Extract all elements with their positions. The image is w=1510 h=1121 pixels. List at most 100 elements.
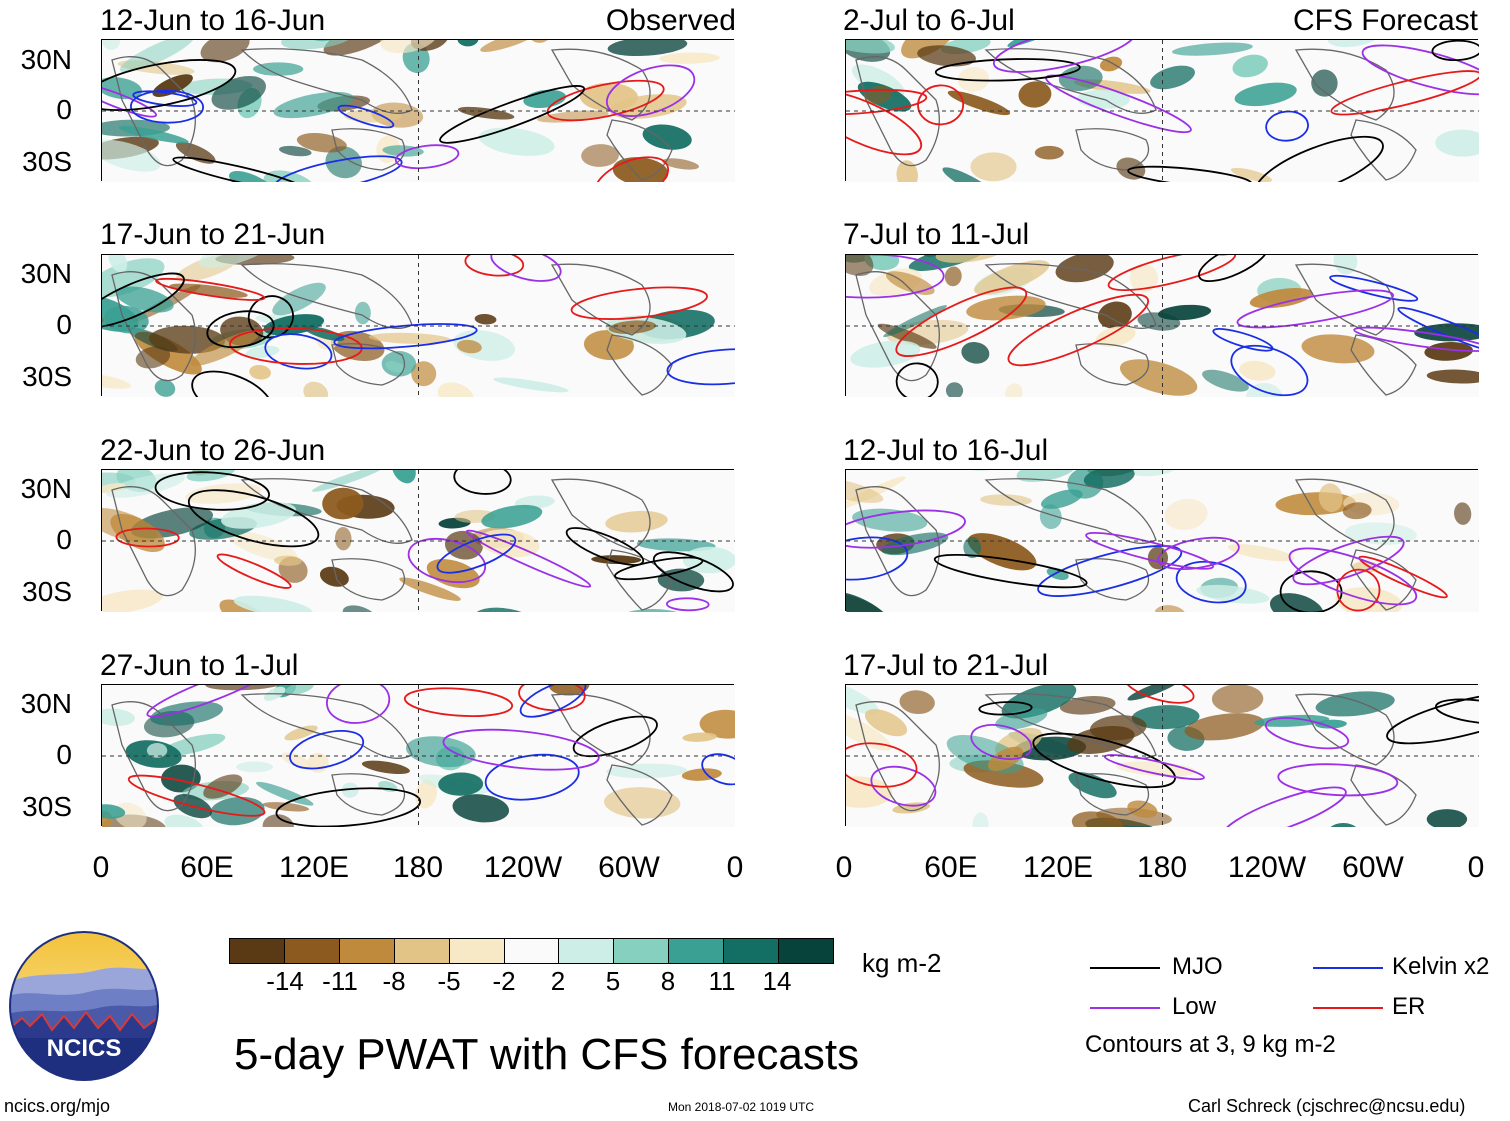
legend-er-label: ER — [1392, 993, 1426, 1020]
observed-label: Observed — [605, 4, 736, 37]
contour-line — [846, 89, 928, 116]
pwat-anomaly-patch — [1311, 69, 1338, 97]
lon-label-120w: 120W — [483, 851, 563, 884]
pwat-anomaly-patch — [154, 379, 176, 397]
pwat-anomaly-patch — [609, 94, 687, 119]
pwat-anomaly-patch — [368, 332, 451, 344]
pwat-anomaly-patch — [1211, 685, 1264, 714]
pwat-anomaly-patch — [901, 40, 957, 59]
footer-credit: Carl Schreck (cjschrec@ncsu.edu) — [1188, 1096, 1466, 1116]
contour-line — [1336, 568, 1381, 612]
lon-label-60w: 60W — [598, 851, 660, 884]
contour-line — [1157, 536, 1240, 570]
contour-line — [1221, 786, 1347, 827]
pwat-anomaly-patch — [1318, 483, 1343, 513]
main-title: 5-day PWAT with CFS forecasts — [234, 1030, 860, 1079]
coastline — [984, 693, 1157, 759]
pwat-anomaly-patch — [935, 255, 1006, 263]
lat-label-30s: 30S — [22, 146, 72, 177]
contour-line — [115, 527, 180, 548]
pwat-anomaly-patch — [1129, 263, 1159, 293]
map-panel-4 — [101, 684, 735, 827]
pwat-anomaly-patch — [391, 470, 416, 484]
contour-line — [154, 471, 270, 511]
contour-line — [992, 40, 1137, 73]
pwat-anomaly-patch — [273, 91, 354, 119]
pwat-anomaly-patch — [846, 776, 893, 808]
pwat-map-1 — [102, 40, 735, 182]
coastline — [111, 486, 196, 597]
pwat-anomaly-patch — [1172, 42, 1253, 56]
contour-line — [1361, 44, 1479, 96]
contour-line — [614, 556, 704, 581]
pwat-anomaly-patch — [325, 146, 362, 179]
contour-line — [666, 597, 710, 612]
pwat-anomaly-patch — [961, 342, 990, 364]
pwat-anomaly-patch — [1184, 713, 1265, 741]
pwat-map-7 — [846, 470, 1479, 612]
contour-line — [1127, 165, 1253, 182]
coastline — [331, 343, 406, 386]
legend-low-line — [1090, 1007, 1160, 1009]
pwat-anomaly-patch — [1414, 323, 1479, 342]
pwat-anomaly-patch — [106, 473, 186, 498]
contour-line — [155, 277, 266, 301]
pwat-anomaly-patch — [970, 152, 1017, 182]
pwat-anomaly-patch — [236, 761, 273, 773]
pwat-anomaly-patch — [102, 372, 131, 389]
pwat-anomaly-patch — [354, 301, 371, 325]
colorbar-tick: 14 — [762, 966, 792, 996]
coastline — [606, 119, 673, 181]
pwat-anomaly-patch — [263, 170, 318, 182]
lon-label-120e: 120E — [1022, 851, 1094, 884]
colorbar-tick: 2 — [550, 966, 566, 996]
coastline — [550, 48, 651, 121]
pwat-anomaly-patch — [102, 40, 121, 50]
coastline — [111, 701, 196, 812]
pwat-anomaly-patch — [604, 787, 681, 819]
lat-label-30s: 30S — [22, 576, 72, 607]
legend-kelvin-label: Kelvin x2 — [1392, 953, 1490, 980]
legend-er-line — [1313, 1007, 1383, 1009]
colorbar — [229, 938, 834, 964]
colorbar-swatch — [724, 939, 780, 963]
colorbar-swatch — [284, 939, 340, 963]
pwat-anomaly-patch — [699, 709, 735, 739]
contour-line — [216, 553, 292, 589]
colorbar-swatch — [504, 939, 560, 963]
contour-line — [846, 255, 945, 299]
coastline — [1075, 343, 1150, 386]
pwat-anomaly-patch — [1059, 696, 1116, 715]
coastline — [240, 263, 413, 329]
coastline — [240, 48, 413, 114]
pwat-anomaly-patch — [253, 62, 304, 76]
contour-line — [895, 286, 1028, 357]
colorbar-swatch — [449, 939, 505, 963]
pwat-anomaly-patch — [164, 814, 205, 827]
contour-line — [264, 333, 333, 370]
pwat-map-2 — [102, 255, 735, 397]
pwat-anomaly-patch — [846, 685, 880, 715]
contour-line — [407, 537, 487, 584]
pwat-map-6 — [846, 255, 1479, 397]
pwat-anomaly-patch — [1041, 489, 1083, 509]
pwat-anomaly-patch — [1097, 301, 1132, 329]
contour-line — [666, 348, 735, 386]
pwat-anomaly-patch — [1095, 326, 1136, 347]
contour-line — [275, 787, 422, 827]
pwat-anomaly-patch — [1454, 502, 1472, 525]
pwat-anomaly-patch — [1245, 382, 1283, 397]
coastline — [1350, 119, 1417, 181]
pwat-anomaly-patch — [885, 271, 935, 295]
contour-line — [102, 83, 158, 118]
map-panel-2 — [101, 254, 735, 397]
contour-line — [273, 155, 403, 182]
contour-line — [442, 728, 600, 771]
pwat-anomaly-patch — [973, 260, 1050, 295]
pwat-anomaly-patch — [972, 812, 989, 827]
panel-title-5: 2-Jul to 6-Jul — [843, 4, 1015, 37]
contour-line — [1264, 717, 1350, 750]
coastline — [1350, 549, 1417, 611]
pwat-anomaly-patch — [334, 527, 352, 551]
coastline — [111, 56, 196, 167]
